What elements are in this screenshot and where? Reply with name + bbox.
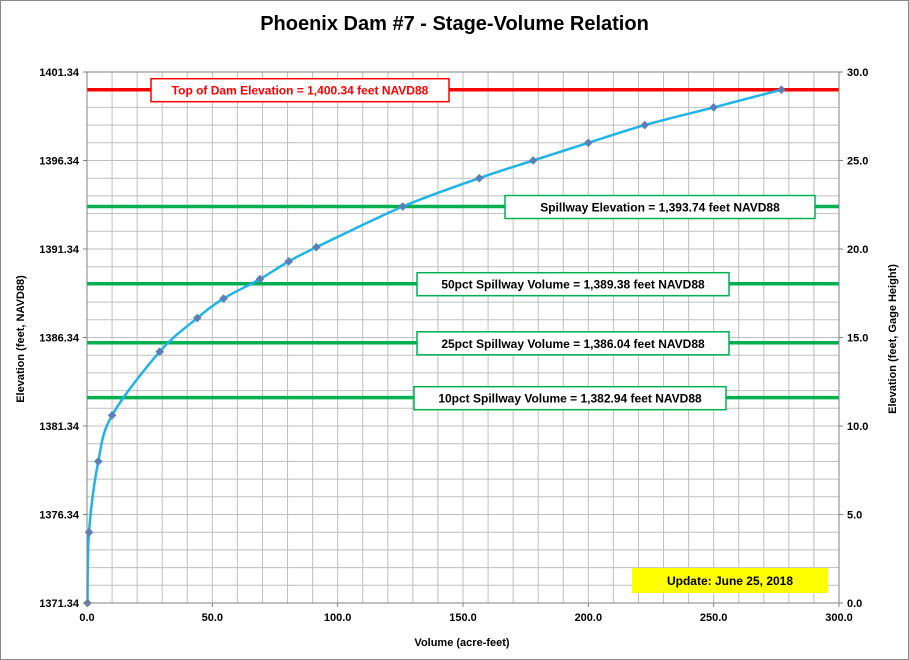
reference-label-bg <box>416 271 730 297</box>
update-box: Update: June 25, 2018 <box>632 568 828 593</box>
reference-label-bg <box>416 331 730 356</box>
y-right-tick-label: 0.0 <box>847 598 862 610</box>
data-point <box>584 138 593 148</box>
x-tick-label: 50.0 <box>202 612 223 624</box>
chart-title: Phoenix Dam #7 - Stage-Volume Relation <box>260 13 649 35</box>
y-right-tick-label: 30.0 <box>847 67 868 79</box>
reference-label-box: Spillway Elevation = 1,393.74 feet NAVD8… <box>504 194 816 220</box>
y-left-tick-label: 1401.34 <box>39 67 80 79</box>
x-tick-label: 200.0 <box>575 612 603 624</box>
y-left-tick-label: 1396.34 <box>39 156 80 168</box>
y-left-tick-label: 1386.34 <box>39 333 80 345</box>
x-tick-label: 100.0 <box>324 612 352 624</box>
data-point <box>107 411 117 420</box>
data-point <box>93 457 103 466</box>
reference-label: 50pct Spillway Volume = 1,389.38 feet NA… <box>441 278 705 292</box>
y-right-axis-label: Elevation (feet, Gage Height) <box>887 264 899 414</box>
data-point <box>709 103 718 112</box>
annotations: Top of Dam Elevation = 1,400.34 feet NAV… <box>150 77 816 411</box>
data-point <box>398 202 408 211</box>
data-point <box>284 257 294 266</box>
data-point <box>312 242 321 252</box>
data-point <box>777 85 786 95</box>
data-point <box>474 173 484 183</box>
y-left-tick-label: 1381.34 <box>39 421 80 433</box>
y-left-tick-label: 1376.34 <box>39 510 80 522</box>
y-right-tick-label: 25.0 <box>847 156 868 168</box>
x-tick-label: 250.0 <box>700 612 728 624</box>
update-box-bg <box>632 568 828 593</box>
reference-label: 25pct Spillway Volume = 1,386.04 feet NA… <box>441 337 705 351</box>
y-left-axis-label: Elevation (feet, NAVD88) <box>15 275 27 403</box>
data-point <box>155 347 165 356</box>
reference-label-box: 10pct Spillway Volume = 1,382.94 feet NA… <box>413 385 727 411</box>
x-tick-label: 300.0 <box>825 612 853 624</box>
x-tick-label: 0.0 <box>79 612 94 624</box>
x-axis-label: Volume (acre-feet) <box>414 637 509 649</box>
x-tick-label: 150.0 <box>449 612 477 624</box>
y-right-tick-label: 10.0 <box>847 421 868 433</box>
reference-label-bg <box>413 385 727 411</box>
reference-label: Spillway Elevation = 1,393.74 feet NAVD8… <box>540 201 780 215</box>
data-point <box>528 156 538 165</box>
series-layer <box>83 85 786 608</box>
data-point <box>255 274 265 284</box>
data-point <box>192 313 202 323</box>
data-point <box>640 120 650 130</box>
y-right-tick-label: 5.0 <box>847 510 862 522</box>
data-point <box>219 294 228 303</box>
reference-label-box: Top of Dam Elevation = 1,400.34 feet NAV… <box>150 77 450 103</box>
y-right-tick-label: 15.0 <box>847 333 868 345</box>
reference-label-box: 25pct Spillway Volume = 1,386.04 feet NA… <box>416 331 730 356</box>
y-left-tick-label: 1391.34 <box>39 244 80 256</box>
axes: 0.0 50.0 100.0 150.0 200.0 250.0 300.0 1371.34 1… <box>39 67 868 624</box>
reference-label-bg <box>150 77 450 103</box>
reference-label: Top of Dam Elevation = 1,400.34 feet NAV… <box>172 84 429 98</box>
update-label: Update: June 25, 2018 <box>667 574 793 588</box>
y-right-tick-label: 20.0 <box>847 244 868 256</box>
y-left-tick-label: 1371.34 <box>39 598 80 610</box>
reference-label: 10pct Spillway Volume = 1,382.94 feet NA… <box>438 392 702 406</box>
reference-label-bg <box>504 194 816 220</box>
reference-label-box: 50pct Spillway Volume = 1,389.38 feet NA… <box>416 271 730 297</box>
